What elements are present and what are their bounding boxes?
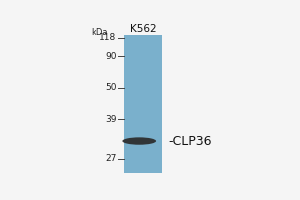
Text: -CLP36: -CLP36: [169, 135, 212, 148]
Text: 27: 27: [105, 154, 116, 163]
Text: 118: 118: [99, 33, 116, 42]
Bar: [124, 35, 162, 173]
Text: 39: 39: [105, 115, 116, 124]
Ellipse shape: [122, 137, 156, 145]
Text: 50: 50: [105, 83, 116, 92]
Text: kDa: kDa: [91, 28, 107, 37]
Text: 90: 90: [105, 52, 116, 61]
Text: K562: K562: [130, 24, 157, 34]
